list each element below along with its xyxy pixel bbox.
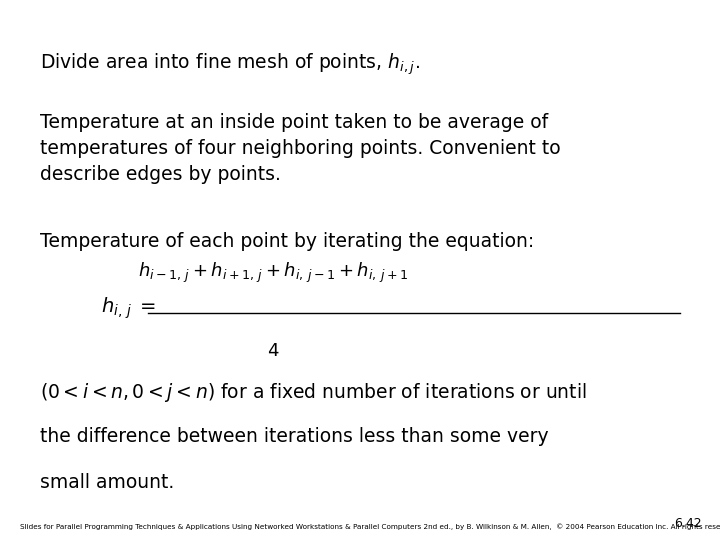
Text: Divide area into fine mesh of points, $h_{i,j}$.: Divide area into fine mesh of points, $h… [40,51,420,77]
Text: Temperature at an inside point taken to be average of
temperatures of four neigh: Temperature at an inside point taken to … [40,113,560,184]
Text: small amount.: small amount. [40,472,174,491]
Text: $h_{i-1,\, j} + h_{i+1,\, j} + h_{i,\, j-1} + h_{i,\, j+1}$: $h_{i-1,\, j} + h_{i+1,\, j} + h_{i,\, j… [138,261,409,285]
Text: $4$: $4$ [267,342,280,360]
Text: 6.42: 6.42 [675,517,702,530]
Text: Temperature of each point by iterating the equation:: Temperature of each point by iterating t… [40,232,534,251]
Text: Slides for Parallel Programming Techniques & Applications Using Networked Workst: Slides for Parallel Programming Techniqu… [20,524,720,530]
Text: the difference between iterations less than some very: the difference between iterations less t… [40,427,548,446]
Text: $h_{i,\, j}\; =\; $: $h_{i,\, j}\; =\; $ [101,295,156,321]
Text: $(0 < i < n, 0 < j < n)$ for a fixed number of iterations or until: $(0 < i < n, 0 < j < n)$ for a fixed num… [40,381,586,404]
